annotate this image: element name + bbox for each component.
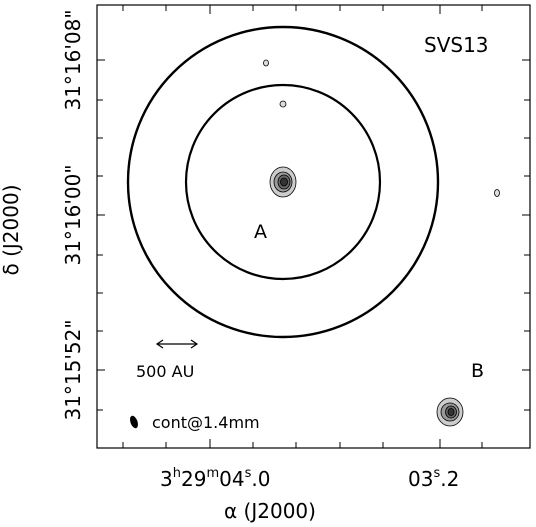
peak-label: A [254,221,267,243]
scale-bar-label: 500 AU [136,362,194,381]
x-tick-label: 3h29m04s.0 [160,466,270,491]
minor-sources [263,59,500,197]
x-axis-label: α (J2000) [224,499,316,523]
x-tick-part: m [206,466,219,481]
beam [130,415,138,429]
x-tick-part: .2 [440,467,459,491]
y-tick-label: 31°15'52" [61,319,85,420]
beam-label: cont@1.4mm [152,413,260,432]
x-tick-part: 3 [160,467,173,491]
x-tick-part: s [245,466,252,481]
source-a-contours [269,166,297,198]
peak-label: B [471,360,484,382]
plot-frame [96,4,531,449]
x-tick-part: 04 [219,467,244,491]
x-tick-part: 03 [408,467,433,491]
tick-marks [97,5,530,448]
source-label: SVS13 [424,33,489,57]
scale-bar [155,339,199,349]
x-tick-part: s [433,466,440,481]
y-tick-label: 31°16'00" [61,164,85,265]
x-tick-part: h [173,466,181,481]
source-b-contours [436,397,464,427]
x-tick-part: 29 [181,467,206,491]
x-tick-part: .0 [251,467,270,491]
annuli [126,25,440,339]
x-tick-label: 03s.2 [408,466,459,491]
y-tick-label: 31°16'08" [61,9,85,110]
y-axis-label: δ (J2000) [0,185,23,276]
